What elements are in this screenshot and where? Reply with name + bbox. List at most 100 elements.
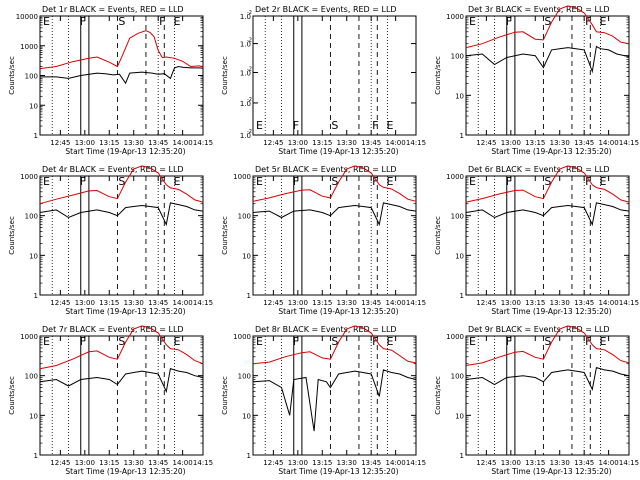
y-tick-label: 1.0	[240, 132, 251, 140]
x-tick-label: 14:00	[599, 139, 619, 147]
events-series-line	[465, 366, 630, 391]
y-tick-label: 100	[238, 213, 251, 221]
x-tick-label: 13:30	[550, 139, 570, 147]
x-tick-label: 13:15	[99, 139, 119, 147]
x-tick-label: 13:15	[312, 299, 332, 307]
x-tick-label: 13:00	[75, 139, 95, 147]
chart-panel-4: Det 4r BLACK = Events, RED = LLD 1 10 100 10…	[8, 165, 213, 316]
y-tick-label: 10	[242, 252, 251, 260]
y-tick-label: 1000	[20, 43, 38, 51]
chart-title: Det 1r BLACK = Events, RED = LLD	[42, 5, 184, 14]
events-series-line	[252, 369, 417, 432]
chart-panel-5: Det 5r BLACK = Events, RED = LLD 1 10 100 10…	[221, 165, 426, 316]
event-marker-F: F	[159, 335, 165, 348]
x-tick-label: 13:45	[574, 299, 594, 307]
x-axis-label: Start Time (19-Apr-13 12:35:20)	[65, 467, 185, 476]
event-marker-E: E	[469, 175, 476, 188]
y-tick-label: 1	[247, 452, 251, 460]
chart-title: Det 2r BLACK = Events, RED = LLD	[255, 5, 397, 14]
event-marker-E: E	[256, 175, 263, 188]
event-marker-S: S	[118, 15, 125, 28]
x-tick-label: 13:00	[501, 299, 521, 307]
lld-series-line	[39, 325, 204, 370]
x-tick-label: 12:45	[476, 299, 496, 307]
chart-title: Det 8r BLACK = Events, RED = LLD	[255, 325, 397, 334]
event-marker-E: E	[256, 335, 263, 348]
y-tick-label: 1	[34, 452, 38, 460]
y-tick-label: 10000	[16, 13, 38, 21]
x-tick-label: 14:00	[386, 139, 406, 147]
plot-frame	[252, 335, 417, 456]
x-axis-label: Start Time (19-Apr-13 12:35:20)	[278, 307, 398, 316]
lld-series-line	[465, 325, 630, 366]
lld-series-line	[465, 5, 630, 49]
event-marker-S: S	[118, 175, 125, 188]
y-tick-label: 1	[247, 292, 251, 300]
y-tick-label: 1.0	[240, 13, 251, 21]
x-tick-label: 14:00	[173, 139, 193, 147]
plot-frame	[465, 335, 630, 456]
y-tick-label: 1	[34, 292, 38, 300]
y-tick-label: 100	[238, 373, 251, 381]
y-tick-label: 100	[25, 213, 38, 221]
x-tick-label: 13:30	[124, 139, 144, 147]
event-marker-S: S	[118, 335, 125, 348]
x-tick-label: 13:30	[337, 459, 357, 467]
event-marker-E: E	[469, 15, 476, 28]
x-tick-label: 13:30	[550, 459, 570, 467]
y-tick-label: 1000	[446, 333, 464, 341]
chart-panel-1: Det 1r BLACK = Events, RED = LLD 1 10 100 10…	[8, 5, 213, 156]
events-series-line	[40, 65, 204, 85]
x-tick-label: 12:45	[50, 139, 70, 147]
event-marker-E: E	[43, 335, 50, 348]
y-tick-label: 10	[29, 412, 38, 420]
y-tick-label: 1	[460, 292, 464, 300]
event-marker-E: E	[173, 175, 180, 188]
x-tick-label: 13:15	[525, 139, 545, 147]
y-axis-label: Counts/sec	[8, 376, 16, 415]
x-tick-label: 14:15	[406, 299, 426, 307]
x-tick-label: 13:15	[312, 139, 332, 147]
x-tick-label: 12:45	[263, 299, 283, 307]
event-marker-E: E	[599, 175, 606, 188]
event-marker-F: F	[372, 335, 378, 348]
x-tick-label: 14:15	[406, 139, 426, 147]
y-axis-label: Counts/sec	[434, 376, 442, 415]
event-marker-S: S	[331, 119, 338, 132]
chart-panel-8: Det 8r BLACK = Events, RED = LLD 1 10 100 10…	[221, 325, 426, 476]
lld-series-line	[252, 165, 417, 202]
lld-series-line	[39, 30, 204, 70]
event-marker-E: E	[599, 15, 606, 28]
y-tick-label: 10	[29, 102, 38, 110]
event-marker-F: F	[372, 175, 378, 188]
x-axis-label: Start Time (19-Apr-13 12:35:20)	[65, 307, 185, 316]
y-tick-label: 1000	[446, 173, 464, 181]
x-tick-label: 13:45	[574, 139, 594, 147]
x-tick-label: 14:00	[173, 459, 193, 467]
y-tick-label: 1000	[233, 333, 251, 341]
y-tick-label: 1.0	[240, 100, 251, 108]
chart-panel-2: Det 2r BLACK = Events, RED = LLD 1.0 -2 1.0…	[221, 5, 426, 156]
event-marker-F: F	[585, 15, 591, 28]
x-axis-label: Start Time (19-Apr-13 12:35:20)	[491, 147, 611, 156]
y-tick-exponent: -2	[247, 67, 252, 73]
events-series-line	[465, 202, 630, 227]
y-axis-label: Counts/sec	[8, 216, 16, 255]
lld-series-line	[39, 165, 204, 205]
event-marker-E: E	[599, 335, 606, 348]
plot-frame	[465, 175, 630, 296]
x-axis-label: Start Time (19-Apr-13 12:35:20)	[491, 467, 611, 476]
event-marker-F: F	[80, 15, 86, 28]
plot-frame	[252, 175, 417, 296]
events-series-line	[39, 202, 204, 227]
x-tick-label: 13:45	[148, 459, 168, 467]
events-series-line	[465, 45, 630, 74]
y-tick-label: 10	[455, 412, 464, 420]
y-tick-label: 1000	[20, 333, 38, 341]
x-tick-label: 13:30	[337, 299, 357, 307]
chart-title: Det 5r BLACK = Events, RED = LLD	[255, 165, 397, 174]
y-tick-exponent: -2	[247, 38, 252, 44]
x-tick-label: 12:45	[50, 459, 70, 467]
x-tick-label: 13:45	[148, 299, 168, 307]
